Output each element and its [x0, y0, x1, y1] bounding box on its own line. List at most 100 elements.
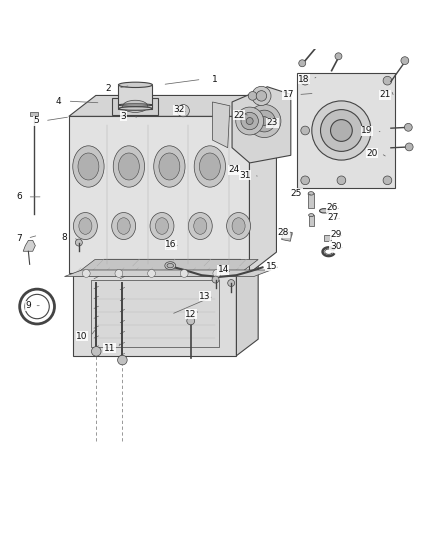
Ellipse shape [309, 214, 314, 217]
Polygon shape [212, 102, 230, 148]
Polygon shape [232, 87, 291, 163]
Ellipse shape [118, 107, 152, 110]
Circle shape [148, 270, 155, 277]
Text: 31: 31 [239, 171, 251, 180]
Text: 26: 26 [326, 203, 338, 212]
Polygon shape [73, 266, 249, 275]
Polygon shape [250, 95, 276, 273]
Ellipse shape [112, 213, 136, 239]
Circle shape [180, 270, 188, 277]
Text: 4: 4 [55, 96, 61, 106]
Ellipse shape [194, 218, 207, 235]
Polygon shape [113, 98, 158, 115]
Text: 19: 19 [361, 126, 373, 135]
Ellipse shape [79, 218, 92, 235]
Text: 11: 11 [103, 344, 115, 353]
Text: 25: 25 [291, 189, 302, 198]
Text: 32: 32 [173, 106, 185, 114]
Circle shape [246, 118, 253, 125]
Polygon shape [23, 240, 35, 251]
Circle shape [248, 104, 281, 138]
Text: 9: 9 [25, 301, 31, 310]
Text: 8: 8 [62, 233, 67, 242]
Circle shape [92, 346, 101, 356]
Polygon shape [308, 193, 314, 208]
Text: 5: 5 [33, 116, 39, 125]
Ellipse shape [154, 146, 185, 187]
Ellipse shape [159, 153, 180, 180]
Text: 22: 22 [233, 110, 244, 119]
Circle shape [177, 104, 189, 117]
Circle shape [256, 91, 267, 101]
Ellipse shape [118, 82, 152, 87]
Circle shape [321, 110, 362, 151]
Text: 16: 16 [166, 240, 177, 249]
Ellipse shape [74, 213, 97, 239]
Text: 7: 7 [16, 233, 21, 243]
Ellipse shape [118, 153, 139, 180]
Ellipse shape [123, 100, 148, 112]
Text: 1: 1 [212, 75, 218, 84]
Text: 14: 14 [218, 265, 229, 274]
Circle shape [301, 176, 310, 184]
Text: 21: 21 [380, 90, 391, 99]
Circle shape [335, 53, 342, 60]
Circle shape [405, 143, 413, 151]
Circle shape [312, 101, 371, 160]
Text: 30: 30 [330, 241, 341, 251]
Polygon shape [64, 270, 271, 277]
Text: 12: 12 [185, 310, 196, 319]
Ellipse shape [308, 192, 314, 195]
Text: 3: 3 [120, 112, 126, 121]
Ellipse shape [226, 213, 251, 239]
Circle shape [115, 270, 123, 277]
Text: 23: 23 [267, 118, 278, 127]
Ellipse shape [320, 208, 329, 213]
Circle shape [401, 56, 409, 64]
Text: 28: 28 [278, 228, 289, 237]
Text: 6: 6 [16, 192, 21, 201]
Circle shape [260, 117, 269, 125]
Circle shape [75, 239, 82, 246]
Text: 29: 29 [330, 230, 341, 239]
Ellipse shape [232, 218, 245, 235]
Circle shape [337, 176, 346, 184]
Polygon shape [73, 254, 258, 271]
Text: 17: 17 [283, 90, 294, 99]
Circle shape [212, 276, 219, 283]
Circle shape [299, 60, 306, 67]
Ellipse shape [73, 146, 104, 187]
Ellipse shape [199, 153, 220, 180]
Circle shape [252, 86, 271, 106]
Circle shape [404, 124, 412, 131]
Circle shape [301, 126, 310, 135]
Text: 13: 13 [199, 292, 211, 301]
Circle shape [213, 270, 221, 277]
Circle shape [254, 110, 275, 132]
Text: 20: 20 [367, 149, 378, 158]
Circle shape [248, 92, 257, 100]
Circle shape [228, 279, 235, 287]
Text: 15: 15 [265, 262, 277, 271]
Circle shape [117, 356, 127, 365]
Polygon shape [69, 95, 276, 116]
Polygon shape [30, 112, 38, 116]
Ellipse shape [150, 213, 174, 239]
Circle shape [236, 107, 264, 135]
Polygon shape [237, 254, 258, 356]
Polygon shape [97, 259, 241, 266]
Ellipse shape [167, 263, 173, 268]
Ellipse shape [113, 146, 145, 187]
Text: 2: 2 [105, 84, 111, 93]
Text: 18: 18 [298, 75, 310, 84]
Polygon shape [69, 116, 250, 273]
Ellipse shape [117, 218, 130, 235]
Circle shape [25, 294, 49, 319]
Ellipse shape [188, 213, 212, 239]
Ellipse shape [194, 146, 226, 187]
Ellipse shape [165, 262, 176, 270]
Text: 27: 27 [327, 213, 339, 222]
Circle shape [331, 119, 352, 141]
Ellipse shape [155, 218, 169, 235]
Polygon shape [118, 85, 152, 109]
